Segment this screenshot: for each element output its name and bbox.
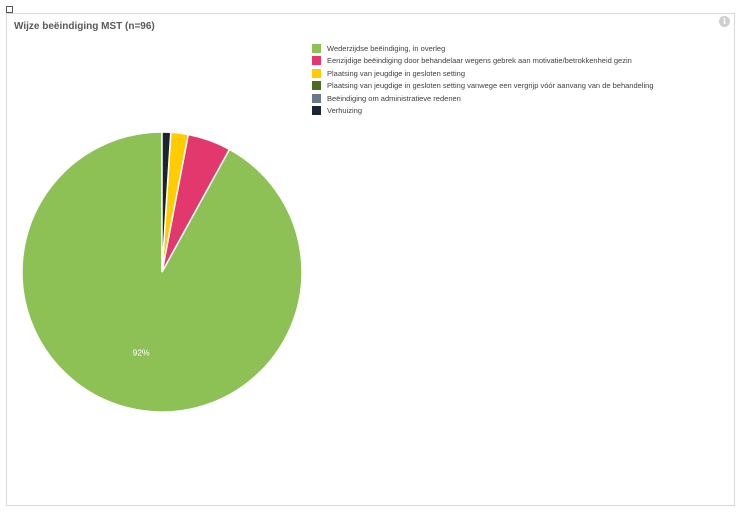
legend: Wederzijdse beëindiging, in overleg Eenzi…: [312, 42, 653, 117]
legend-label: Plaatsing van jeugdige in gesloten setti…: [327, 68, 466, 78]
legend-label: Eenzijdige beëindiging door behandelaar …: [327, 56, 632, 66]
legend-swatch: [312, 68, 321, 78]
legend-item[interactable]: Eenzijdige beëindiging door behandelaar …: [312, 55, 653, 68]
selection-checkbox[interactable]: [6, 6, 13, 13]
legend-swatch: [312, 93, 321, 103]
legend-label: Wederzijdse beëindiging, in overleg: [327, 43, 446, 53]
slice-data-label: 92%: [133, 348, 150, 358]
legend-item[interactable]: Beëindiging om administratieve redenen: [312, 92, 653, 105]
legend-swatch: [312, 81, 321, 91]
legend-item[interactable]: Verhuizing: [312, 105, 653, 118]
chart-title: Wijze beëindiging MST (n=96): [14, 21, 155, 32]
legend-label: Beëindiging om administratieve redenen: [327, 93, 461, 103]
info-icon[interactable]: i: [719, 16, 730, 27]
legend-item[interactable]: Plaatsing van jeugdige in gesloten setti…: [312, 67, 653, 80]
legend-item[interactable]: Plaatsing van jeugdige in gesloten setti…: [312, 80, 653, 93]
legend-item[interactable]: Wederzijdse beëindiging, in overleg: [312, 42, 653, 55]
pie-slice[interactable]: [161, 131, 172, 273]
pie-chart: 92%: [21, 131, 303, 413]
legend-swatch: [312, 106, 321, 116]
legend-label: Verhuizing: [327, 106, 363, 116]
legend-label: Plaatsing van jeugdige in gesloten setti…: [327, 81, 654, 91]
legend-swatch: [312, 43, 321, 53]
chart-panel: Wijze beëindiging MST (n=96) i 92% Weder…: [6, 13, 735, 506]
legend-swatch: [312, 56, 321, 66]
